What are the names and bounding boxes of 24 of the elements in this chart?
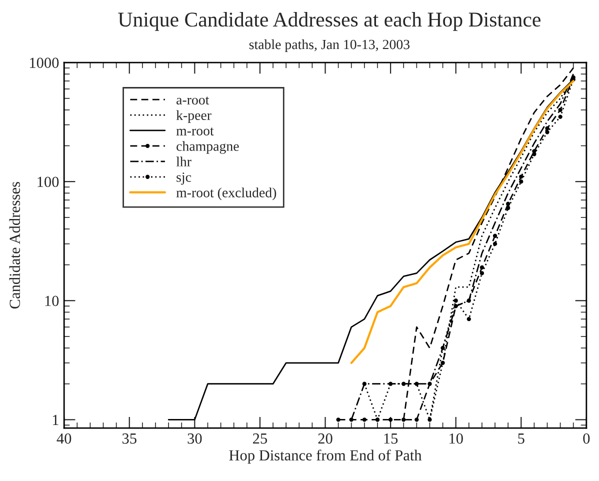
y-tick-label: 100 [38,176,59,188]
x-tick-label: 25 [253,433,268,444]
x-tick-label: 35 [122,433,136,444]
legend-label: a-root [176,96,210,105]
legend-label: lhr [176,156,192,166]
x-tick-label: 40 [56,433,72,444]
y-tick-label: 1000 [30,58,59,68]
legend-label: m-root (excluded) [176,188,276,200]
x-tick-label: 30 [188,433,202,444]
legend-label: sjc [176,172,192,185]
y-tick-label: 10 [45,296,59,306]
x-axis-title: Hop Distance from End of Path [229,450,422,464]
legend-label: champagne [176,141,239,154]
chart-subtitle: stable paths, Jan 10-13, 2003 [249,39,410,52]
x-tick-label: 5 [518,434,524,444]
legend-label: m-root [176,128,214,136]
x-tick-label: 10 [450,433,463,444]
x-tick-label: 15 [384,433,398,444]
legend-label: k-peer [176,110,212,123]
x-tick-label: 0 [583,433,590,444]
y-axis-title: Candidate Addresses [9,182,20,309]
chart-title: Unique Candidate Addresses at each Hop Distance [118,12,540,31]
x-tick-label: 20 [318,433,332,444]
y-tick-label: 1 [52,414,58,425]
